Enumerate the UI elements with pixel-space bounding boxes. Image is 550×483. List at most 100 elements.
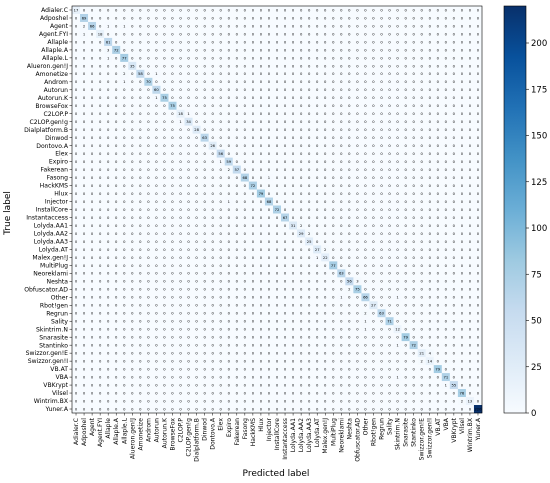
cell-value: 0 xyxy=(469,72,472,76)
matrix-cell xyxy=(192,77,201,86)
matrix-cell xyxy=(200,29,209,39)
cell-value: 0 xyxy=(429,24,432,28)
cell-value: 0 xyxy=(115,56,118,60)
matrix-cell xyxy=(184,53,193,63)
cell-value: 0 xyxy=(477,40,480,44)
matrix-cell xyxy=(272,13,282,23)
matrix-cell xyxy=(96,53,105,63)
cell-value: 0 xyxy=(220,72,223,76)
cell-value: 0 xyxy=(364,56,367,60)
cell-value: 0 xyxy=(268,72,271,76)
cell-value: 0 xyxy=(99,56,102,60)
cell-value: 0 xyxy=(155,64,158,68)
cell-value: 0 xyxy=(404,48,407,52)
matrix-cell xyxy=(401,69,410,78)
cell-value: 2 xyxy=(300,224,302,228)
cell-value: 0 xyxy=(356,32,359,36)
cell-value: 0 xyxy=(340,24,343,28)
cell-value: 0 xyxy=(453,64,456,68)
cell-value: 0 xyxy=(244,48,247,52)
cell-value: 0 xyxy=(91,48,94,52)
cell-value: 0 xyxy=(139,16,142,20)
cell-value: 31 xyxy=(291,224,296,228)
cell-value: 0 xyxy=(107,80,110,84)
cell-value: 0 xyxy=(308,8,311,12)
cell-value: 68 xyxy=(242,176,247,180)
cell-value: 0 xyxy=(404,16,407,20)
cell-value: 0 xyxy=(131,8,134,12)
matrix-cell xyxy=(417,13,426,23)
matrix-cell xyxy=(361,13,370,23)
cell-value: 0 xyxy=(396,16,399,20)
cell-value: 0 xyxy=(147,32,150,36)
cell-value: 0 xyxy=(412,40,415,44)
matrix-cell xyxy=(281,69,290,78)
cell-value: 0 xyxy=(469,32,472,36)
matrix-cell xyxy=(393,69,402,78)
matrix-cell xyxy=(216,53,225,63)
cell-value: 0 xyxy=(99,72,102,76)
matrix-cell xyxy=(128,53,137,63)
matrix-cell xyxy=(465,21,475,31)
cell-value: 0 xyxy=(453,56,456,60)
cell-value: 0 xyxy=(123,40,126,44)
matrix-cell xyxy=(72,13,81,23)
cell-value: 0 xyxy=(220,80,223,84)
matrix-cell xyxy=(256,29,266,39)
cell-value: 0 xyxy=(115,32,118,36)
matrix-cell xyxy=(208,77,217,86)
cell-value: 0 xyxy=(348,24,351,28)
matrix-cell xyxy=(264,13,274,23)
cell-value: 0 xyxy=(421,40,424,44)
matrix-cell xyxy=(361,61,370,70)
matrix-cell xyxy=(256,21,266,31)
matrix-cell xyxy=(289,53,298,63)
matrix-cell xyxy=(152,6,161,15)
matrix-cell xyxy=(473,61,483,70)
cell-value: 2 xyxy=(421,360,423,364)
matrix-cell xyxy=(281,21,290,31)
matrix-cell xyxy=(200,69,209,78)
cell-value: 0 xyxy=(195,8,198,12)
cell-value: 0 xyxy=(372,8,375,12)
matrix-cell xyxy=(128,45,137,55)
cell-value: 0 xyxy=(83,8,86,12)
matrix-cell xyxy=(337,53,346,63)
matrix-cell xyxy=(321,37,330,47)
matrix-cell xyxy=(433,13,442,23)
cell-value: 0 xyxy=(252,32,255,36)
matrix-cell xyxy=(144,77,153,86)
cell-value: 0 xyxy=(300,48,303,52)
cell-value: 0 xyxy=(244,72,247,76)
cell-value: 0 xyxy=(284,32,287,36)
cell-value: 0 xyxy=(437,56,440,60)
matrix-cell xyxy=(72,21,81,31)
cell-value: 0 xyxy=(437,24,440,28)
cell-value: 75 xyxy=(355,288,360,292)
matrix-cell xyxy=(417,6,426,15)
cell-value: 0 xyxy=(356,40,359,44)
cell-value: 0 xyxy=(75,48,78,52)
cell-value: 0 xyxy=(276,32,279,36)
matrix-cell xyxy=(240,13,250,23)
cell-value: 0 xyxy=(364,64,367,68)
matrix-cell xyxy=(473,13,483,23)
cell-value: 0 xyxy=(268,48,271,52)
matrix-cell xyxy=(256,37,266,47)
cell-value: 0 xyxy=(340,8,343,12)
cell-value: 1 xyxy=(123,24,125,28)
cell-value: 0 xyxy=(356,8,359,12)
cell-value: 0 xyxy=(276,64,279,68)
matrix-cell xyxy=(313,13,322,23)
matrix-cell xyxy=(152,45,161,55)
cell-value: 0 xyxy=(236,24,239,28)
cell-value: 0 xyxy=(171,32,174,36)
cell-value: 2 xyxy=(123,72,125,76)
matrix-cell xyxy=(313,69,322,78)
cell-value: 0 xyxy=(356,48,359,52)
matrix-cell xyxy=(369,21,378,31)
cell-value: 0 xyxy=(477,48,480,52)
cell-value: 0 xyxy=(292,32,295,36)
matrix-cell xyxy=(457,37,467,47)
cell-value: 0 xyxy=(147,8,150,12)
